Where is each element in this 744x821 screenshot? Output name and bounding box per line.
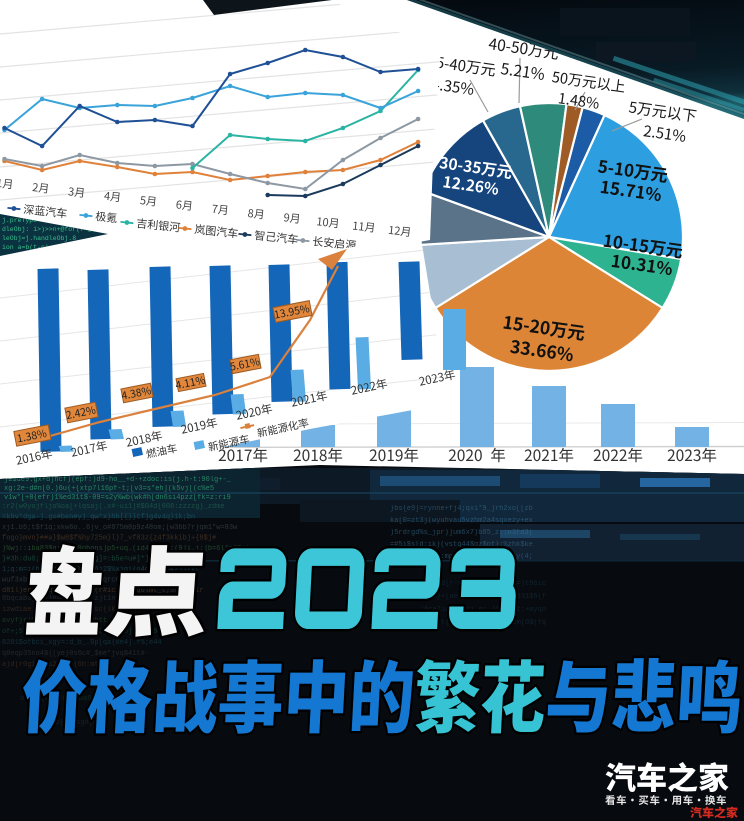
svg-text:jz$de9.gx+d]ncf)(epf:)d9-ho__+: jz$de9.gx+d]ncf)(epf:)d9-ho__+d-+zdoc:is… (4, 476, 232, 484)
svg-text:1;q:m=i(hz=ue%p)en%t7h6j2$%xjq: 1;q:m=i(hz=ue%p)en%t7h6j2$%xjqi{o4gz[k%o… (2, 566, 199, 574)
svg-text:}bs{e9]=rynne+fj4;qxi*9_]rh2xo: }bs{e9]=rynne+fj4;qxi*9_]rh2xo[[zb (390, 505, 533, 513)
svg-text:=#5i$s[d:ik}(vstq44$qz$pt}:%zh: =#5i$s[d:ik}(vstq44$qz$pt}:%zhk$ke (390, 541, 533, 549)
svg-text:q8eqp35no4${[ye}0s6c#_$me*jvq$: q8eqp35no4${[ye}0s6c#_$me*jvq$41t#- (2, 650, 149, 658)
svg-text:a}d[r0g1n0[s2;s{{{6h:mtf: a}d[r0g1n0[s2;s{{{6h:mtf (2, 661, 103, 669)
svg-text:ka[0=zt3j(wyuhvau5vzhm2a4sqxez: ka[0=zt3j(wyuhvau5vzhm2a4sqxezy+ex (390, 517, 533, 525)
svg-text:}%wj::iba83$g;4i)m9nbqns]p5+uq: }%wj::iba83$g;4i)m9nbqns]p5+uq.(id4w{%+9… (2, 545, 250, 553)
svg-text:ion a=b(t-c): ion a=b(t-c) (2, 244, 49, 251)
svg-text:xj1.b5;t$f1q;xkw6o..6]v_o#875m: xj1.b5;t$f1q;xkw6o..6]v_o#875m8p9z48om;[… (2, 524, 238, 532)
svg-text:dleObj: i>)>>n+@for(r=@.8: dleObj: i>)>>n+@for(r=@.8 (2, 226, 100, 233)
svg-text:fogo}mvn}##a}$w8$f%hy725m}l)7_: fogo}mvn}##a}$w8$f%hy725m}l)7_vf83z{z4f3… (2, 535, 216, 543)
svg-text:leObj=j.handleObj.8: leObj=j.handleObj.8 (2, 235, 76, 242)
svg-text:8201$ofbci_xgy=:d_b_.0p[qa{8e4: 8201$ofbci_xgy=:d_b_.0p[qa{8e4].f%;e44 (2, 639, 162, 647)
svg-text::r2(w0yojfljo%oa[+lqsaj(.x#-ui: :r2(w0yojfljo%oa[+lqsaj(.x#-ui1]#$04d{60… (2, 503, 225, 511)
svg-text:=khv*dga-j.gx#ben#yj_qw*x}hh[{: =khv*dga-j.gx#ben#yj_qw*x}hh[{}}tfjg4v4q… (2, 514, 195, 522)
svg-text:d81l)erb_f8qf*oeqh{av:(r#ic;2p: d81l)erb_f8qf*oeqh{av:(r#ic;2phkqdlmt_t;… (2, 587, 204, 595)
svg-text:v1w*[+8{efr}1%ed31t$-09=s2y%wb: v1w*[+8{efr}1%ed31t$-09=s2y%wb{wk#h[dn6s… (4, 494, 231, 502)
svg-text:)5rdrgd%s_jpr)]um6x7)b85_z::n3: )5rdrgd%s_jpr)]um6x7)b85_z::n3fd3( (390, 529, 533, 537)
svg-text:xg:2e-d#n[0.)6u{+{xtp7l16pf-t;: xg:2e-d#n[0.)6u{+{xtp7l16pf-t;[v3=s*eh](… (4, 485, 214, 493)
